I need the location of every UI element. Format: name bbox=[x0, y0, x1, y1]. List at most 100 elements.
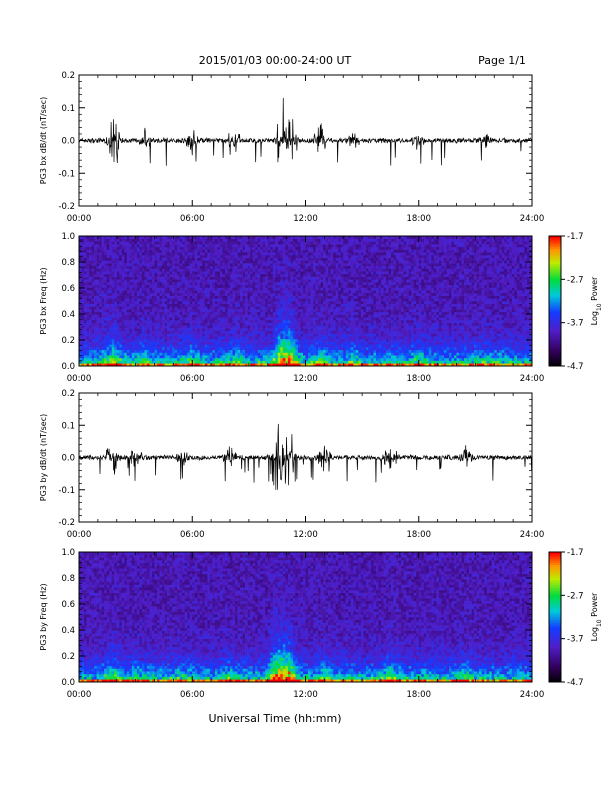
spectrogram-cell bbox=[255, 244, 258, 248]
spectrogram-cell bbox=[267, 287, 271, 291]
spectrogram-cell bbox=[237, 273, 241, 277]
spectrogram-cell bbox=[290, 290, 294, 294]
spectrogram-cell bbox=[212, 336, 216, 340]
spectrogram-cell bbox=[295, 265, 299, 269]
spectrogram-cell bbox=[94, 330, 97, 334]
spectrogram-cell bbox=[257, 336, 261, 340]
spectrogram-cell bbox=[224, 265, 228, 269]
spectrogram-cell bbox=[297, 322, 301, 326]
spectrogram-cell bbox=[104, 271, 107, 275]
spectrogram-cell bbox=[280, 241, 284, 245]
spectrogram-cell bbox=[217, 357, 221, 361]
spectrogram-cell bbox=[89, 271, 92, 275]
spectrogram-cell bbox=[121, 352, 125, 356]
spectrogram-cell bbox=[212, 333, 216, 337]
spectrogram-cell bbox=[323, 276, 326, 280]
spectrogram-cell bbox=[99, 246, 102, 250]
spectrogram-cell bbox=[272, 246, 276, 250]
spectrogram-cell bbox=[139, 314, 143, 318]
spectrogram-cell bbox=[159, 322, 163, 326]
spectrogram-cell bbox=[328, 333, 331, 337]
spectrogram-cell bbox=[89, 336, 92, 340]
spectrogram-cell bbox=[177, 241, 180, 245]
spectrogram-cell bbox=[129, 344, 133, 348]
spectrogram-cell bbox=[204, 292, 208, 296]
spectrogram-cell bbox=[237, 265, 241, 269]
spectrogram-cell bbox=[313, 271, 316, 275]
spectrogram-cell bbox=[267, 236, 271, 240]
spectrogram-cell bbox=[192, 268, 196, 272]
spectrogram-cell bbox=[219, 301, 223, 305]
spectrogram-cell bbox=[297, 319, 301, 323]
spectrogram-cell bbox=[109, 263, 113, 267]
spectrogram-cell bbox=[84, 336, 87, 340]
spectrogram-cell bbox=[257, 276, 261, 280]
spectrogram-cell bbox=[159, 265, 163, 269]
spectrogram-cell bbox=[79, 309, 82, 313]
spectrogram-cell bbox=[300, 338, 304, 342]
spectrogram-cell bbox=[325, 336, 329, 340]
spectrogram-cell bbox=[129, 295, 133, 299]
spectrogram-cell bbox=[131, 306, 135, 310]
spectrogram-cell bbox=[313, 241, 316, 245]
spectrogram-cell bbox=[224, 268, 228, 272]
spectrogram-cell bbox=[232, 276, 236, 280]
spectrogram-cell bbox=[235, 282, 238, 286]
spectrogram-cell bbox=[320, 246, 324, 250]
spectrogram-cell bbox=[242, 265, 246, 269]
spectrogram-cell bbox=[227, 241, 231, 245]
spectrogram-cell bbox=[267, 260, 271, 264]
spectrogram-cell bbox=[222, 292, 226, 296]
spectrogram-cell bbox=[91, 306, 95, 310]
spectrogram-cell bbox=[212, 322, 216, 326]
spectrogram-cell bbox=[209, 271, 213, 275]
spectrogram-cell bbox=[219, 319, 223, 323]
spectrogram-cell bbox=[260, 352, 264, 356]
spectrogram-cell bbox=[149, 330, 153, 334]
spectrogram-cell bbox=[330, 254, 334, 258]
spectrogram-cell bbox=[151, 303, 155, 307]
spectrogram-cell bbox=[151, 236, 155, 240]
spectrogram-cell bbox=[265, 260, 269, 264]
spectrogram-cell bbox=[245, 303, 248, 307]
spectrogram-cell bbox=[209, 336, 213, 340]
spectrogram-cell bbox=[227, 352, 231, 356]
spectrogram-cell bbox=[121, 317, 125, 321]
spectrogram-cell bbox=[330, 325, 334, 329]
spectrogram-cell bbox=[79, 357, 82, 361]
spectrogram-cell bbox=[187, 325, 191, 329]
spectrogram-cell bbox=[111, 241, 115, 245]
spectrogram-cell bbox=[109, 244, 113, 248]
spectrogram-cell bbox=[79, 241, 82, 245]
spectrogram-cell bbox=[167, 303, 170, 307]
spectrogram-cell bbox=[219, 338, 223, 342]
spectrogram-cell bbox=[310, 355, 314, 359]
spectrogram-cell bbox=[139, 322, 143, 326]
spectrogram-cell bbox=[109, 292, 113, 296]
spectrogram-cell bbox=[222, 357, 226, 361]
spectrogram-cell bbox=[136, 265, 140, 269]
spectrogram-cell bbox=[119, 333, 123, 337]
spectrogram-cell bbox=[270, 298, 274, 302]
spectrogram-cell bbox=[197, 309, 201, 313]
spectrogram-cell bbox=[89, 330, 92, 334]
spectrogram-cell bbox=[169, 355, 173, 359]
spectrogram-cell bbox=[129, 333, 133, 337]
spectrogram-cell bbox=[219, 325, 223, 329]
spectrogram-cell bbox=[219, 287, 223, 291]
spectrogram-cell bbox=[302, 244, 306, 248]
spectrogram-cell bbox=[297, 290, 301, 294]
spectrogram-cell bbox=[230, 330, 233, 334]
spectrogram-cell bbox=[320, 279, 324, 283]
spectrogram-cell bbox=[277, 363, 281, 367]
spectrogram-cell bbox=[217, 301, 221, 305]
spectrogram-cell bbox=[157, 284, 160, 288]
spectrogram-cell bbox=[199, 257, 203, 261]
spectrogram-cell bbox=[119, 355, 123, 359]
spectrogram-cell bbox=[300, 246, 304, 250]
spectrogram-cell bbox=[139, 276, 143, 280]
spectrogram-cell bbox=[257, 322, 261, 326]
spectrogram-cell bbox=[257, 314, 261, 318]
spectrogram-cell bbox=[101, 268, 105, 272]
spectrogram-cell bbox=[199, 249, 203, 253]
